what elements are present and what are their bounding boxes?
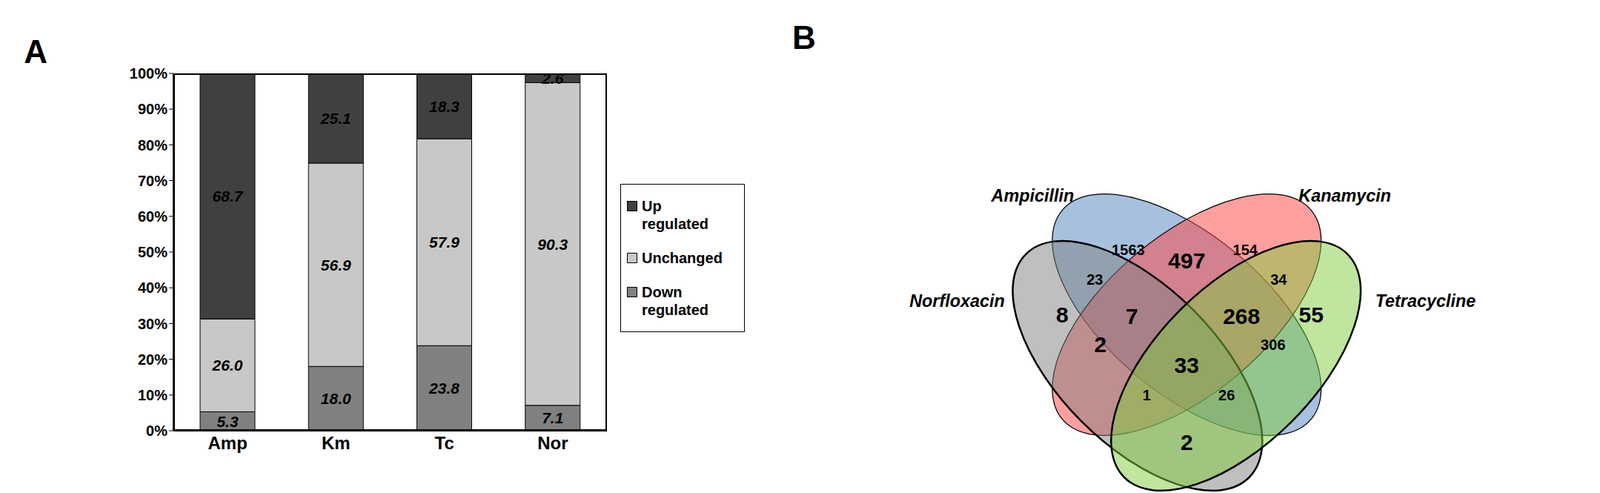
svg-text:90%: 90% [137,100,168,118]
svg-text:23: 23 [1086,271,1103,288]
svg-text:18.3: 18.3 [429,97,460,115]
svg-text:7: 7 [1125,303,1139,329]
svg-text:26: 26 [1218,386,1235,404]
svg-text:2.6: 2.6 [540,69,564,87]
svg-text:34: 34 [1270,271,1288,288]
svg-text:1: 1 [1142,386,1151,404]
svg-text:497: 497 [1167,248,1206,273]
svg-text:90.3: 90.3 [537,235,568,253]
svg-text:56.9: 56.9 [320,256,352,274]
svg-text:50%: 50% [137,243,168,261]
svg-text:26.0: 26.0 [211,356,244,374]
svg-text:60%: 60% [137,208,168,225]
svg-text:268: 268 [1222,303,1260,329]
svg-text:40%: 40% [137,279,168,296]
svg-text:30%: 30% [137,315,168,333]
svg-text:Tetracycline: Tetracycline [1375,291,1477,311]
svg-text:306: 306 [1260,336,1286,353]
svg-text:Ampicillin: Ampicillin [990,186,1075,206]
svg-text:80%: 80% [137,137,168,154]
svg-text:10%: 10% [137,386,168,404]
svg-text:100%: 100% [129,65,168,82]
svg-text:B: B [792,19,816,56]
svg-text:70%: 70% [137,172,168,189]
svg-text:5.3: 5.3 [216,412,239,430]
svg-text:8: 8 [1056,302,1069,327]
svg-text:0%: 0% [145,422,168,439]
svg-text:Kanamycin: Kanamycin [1298,186,1392,206]
html-text:Unchanged: Unchanged [641,249,723,267]
html-text:Down regulated: Down regulated [641,283,709,318]
svg-text:1563: 1563 [1111,241,1145,258]
svg-text:Norfloxacin: Norfloxacin [909,291,1005,311]
svg-text:23.8: 23.8 [428,379,460,397]
svg-text:25.1: 25.1 [320,109,352,127]
svg-text:Nor: Nor [537,432,568,453]
svg-text:2: 2 [1093,332,1107,357]
html-text:Up regulated: Up regulated [641,197,709,232]
svg-text:2: 2 [1180,429,1194,455]
svg-text:18.0: 18.0 [320,389,352,407]
svg-text:7.1: 7.1 [541,409,564,427]
svg-text:55: 55 [1298,302,1323,327]
svg-text:154: 154 [1233,241,1259,258]
svg-text:33: 33 [1174,352,1200,378]
svg-text:Km: Km [321,432,351,453]
svg-text:Amp: Amp [207,432,247,453]
svg-text:57.9: 57.9 [429,233,460,251]
svg-text:20%: 20% [137,351,168,368]
svg-text:68.7: 68.7 [212,187,244,205]
svg-text:Tc: Tc [435,432,455,453]
svg-text:A: A [23,33,48,70]
